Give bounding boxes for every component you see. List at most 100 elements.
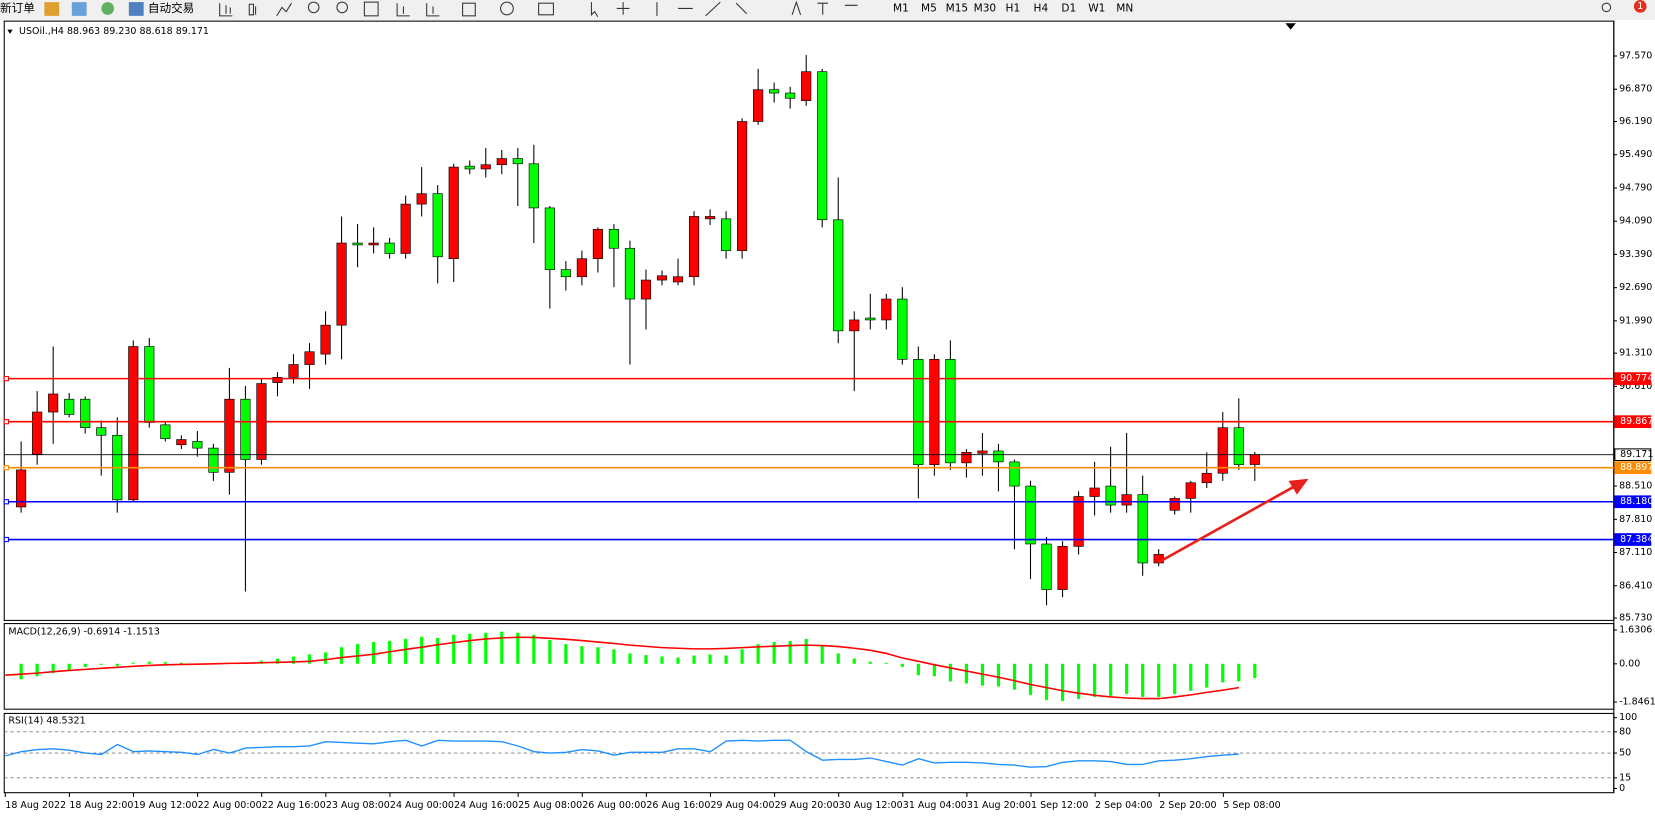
icon[interactable]	[791, 0, 858, 15]
macd-bar	[115, 663, 119, 666]
candle-body	[608, 228, 620, 249]
icon[interactable]	[307, 1, 320, 14]
candle-body	[640, 279, 652, 300]
candle-body	[528, 163, 539, 209]
timeframe-button[interactable]: M5	[921, 2, 937, 14]
level-label: 89.171	[1620, 449, 1653, 460]
macd-bar	[147, 661, 151, 664]
icon[interactable]	[276, 2, 292, 17]
y-tick-label: 92.690	[1619, 282, 1652, 293]
symbol-menu-arrow[interactable]	[7, 29, 13, 34]
macd-bar	[596, 647, 600, 664]
macd-bar	[1012, 663, 1017, 690]
candle-body	[721, 218, 732, 251]
candle-body	[416, 193, 427, 205]
candle-body	[176, 439, 187, 446]
macd-bar	[1076, 663, 1081, 700]
macd-bar	[323, 652, 328, 664]
panel-title: MACD(12,26,9) -0.6914 -1.1513	[8, 627, 159, 638]
macd-bar	[852, 658, 856, 664]
x-tick-label: 29 Aug 04:00	[710, 800, 774, 811]
x-tick-label: 26 Aug 00:00	[582, 800, 646, 811]
new-order-button[interactable]: 新订单	[0, 1, 35, 15]
icon[interactable]	[426, 3, 440, 17]
icon[interactable]	[71, 2, 87, 16]
candle-body	[368, 242, 379, 246]
panel-title: RSI(14) 48.5321	[8, 715, 85, 726]
timeframe-button[interactable]: H4	[1034, 2, 1049, 14]
x-tick-label: 31 Aug 04:00	[903, 800, 967, 811]
macd-bar	[131, 662, 135, 664]
y-tick-label: 80	[1619, 726, 1631, 737]
notification-count: 1	[1637, 1, 1643, 12]
level-label-box	[1614, 495, 1652, 509]
macd-bar	[724, 655, 728, 664]
icon[interactable]	[336, 1, 349, 14]
x-tick-label: 25 Aug 08:00	[518, 800, 582, 811]
icon[interactable]	[248, 3, 257, 16]
macd-bar	[1221, 663, 1225, 683]
icon[interactable]	[44, 2, 60, 16]
icon[interactable]	[363, 1, 379, 17]
candle-body	[64, 398, 75, 415]
timeframe-button[interactable]: M30	[974, 2, 997, 14]
macd-bar	[275, 658, 280, 664]
candle-body	[945, 359, 956, 464]
x-tick-label: 26 Aug 16:00	[646, 800, 710, 811]
icon[interactable]	[538, 2, 554, 16]
toolbar-bg	[0, 0, 1655, 21]
icon[interactable]	[219, 3, 233, 17]
candle-body	[961, 452, 972, 464]
candle-body	[560, 269, 571, 278]
level-handle	[3, 465, 9, 471]
timeframe-button[interactable]: M1	[893, 2, 909, 14]
y-tick-label: 97.570	[1619, 51, 1652, 62]
candle-body	[1121, 494, 1132, 506]
icon[interactable]	[656, 1, 748, 17]
auto-trading-button[interactable]: 自动交易	[148, 1, 194, 15]
candle-body	[865, 317, 876, 321]
x-tick-label: 23 Aug 08:00	[326, 800, 390, 811]
x-tick-label: 1 Sep 12:00	[1031, 800, 1088, 811]
chart-title: USOil.,H4 88.963 89.230 88.618 89.171	[19, 26, 209, 37]
icon[interactable]	[616, 2, 630, 15]
notification-badge[interactable]	[1633, 0, 1647, 13]
macd-bar	[772, 642, 776, 664]
y-tick-label: 87.810	[1619, 514, 1652, 525]
candle-body	[656, 275, 668, 281]
candle-body	[929, 359, 940, 466]
candle-body	[400, 203, 411, 254]
candle-body	[624, 247, 636, 300]
timeframe-button[interactable]: MN	[1116, 2, 1133, 14]
level-label: 90.774	[1620, 373, 1653, 384]
timeframe-button[interactable]: D1	[1061, 2, 1076, 14]
icon[interactable]	[128, 2, 144, 16]
level-label: 89.867	[1620, 416, 1653, 427]
level-label: 87.384	[1620, 534, 1653, 545]
macd-bar	[676, 657, 680, 664]
timeframe-button[interactable]: H1	[1006, 2, 1021, 14]
x-tick-label: 19 Aug 12:00	[133, 800, 197, 811]
timeframe-button[interactable]: W1	[1088, 2, 1105, 14]
macd-bar	[19, 663, 23, 680]
icon[interactable]	[500, 1, 514, 16]
candle-body	[240, 398, 251, 460]
icon[interactable]	[101, 2, 115, 15]
candle-body	[384, 242, 395, 254]
macd-bar	[1125, 663, 1129, 694]
shift-marker	[1285, 23, 1296, 30]
x-tick-label: 18 Aug 2022	[5, 800, 66, 811]
candle-body	[833, 219, 844, 332]
icon[interactable]	[462, 2, 476, 17]
macd-bar	[484, 632, 488, 664]
timeframe-button[interactable]: M15	[946, 2, 969, 14]
icon[interactable]	[590, 2, 599, 18]
icon[interactable]	[396, 3, 410, 17]
y-tick-label: 0	[1619, 783, 1625, 794]
macd-bar	[932, 663, 936, 677]
candle-body	[16, 469, 27, 508]
search-icon[interactable]	[1601, 2, 1612, 13]
macd-bar	[692, 655, 696, 664]
candle-body	[1185, 482, 1196, 499]
